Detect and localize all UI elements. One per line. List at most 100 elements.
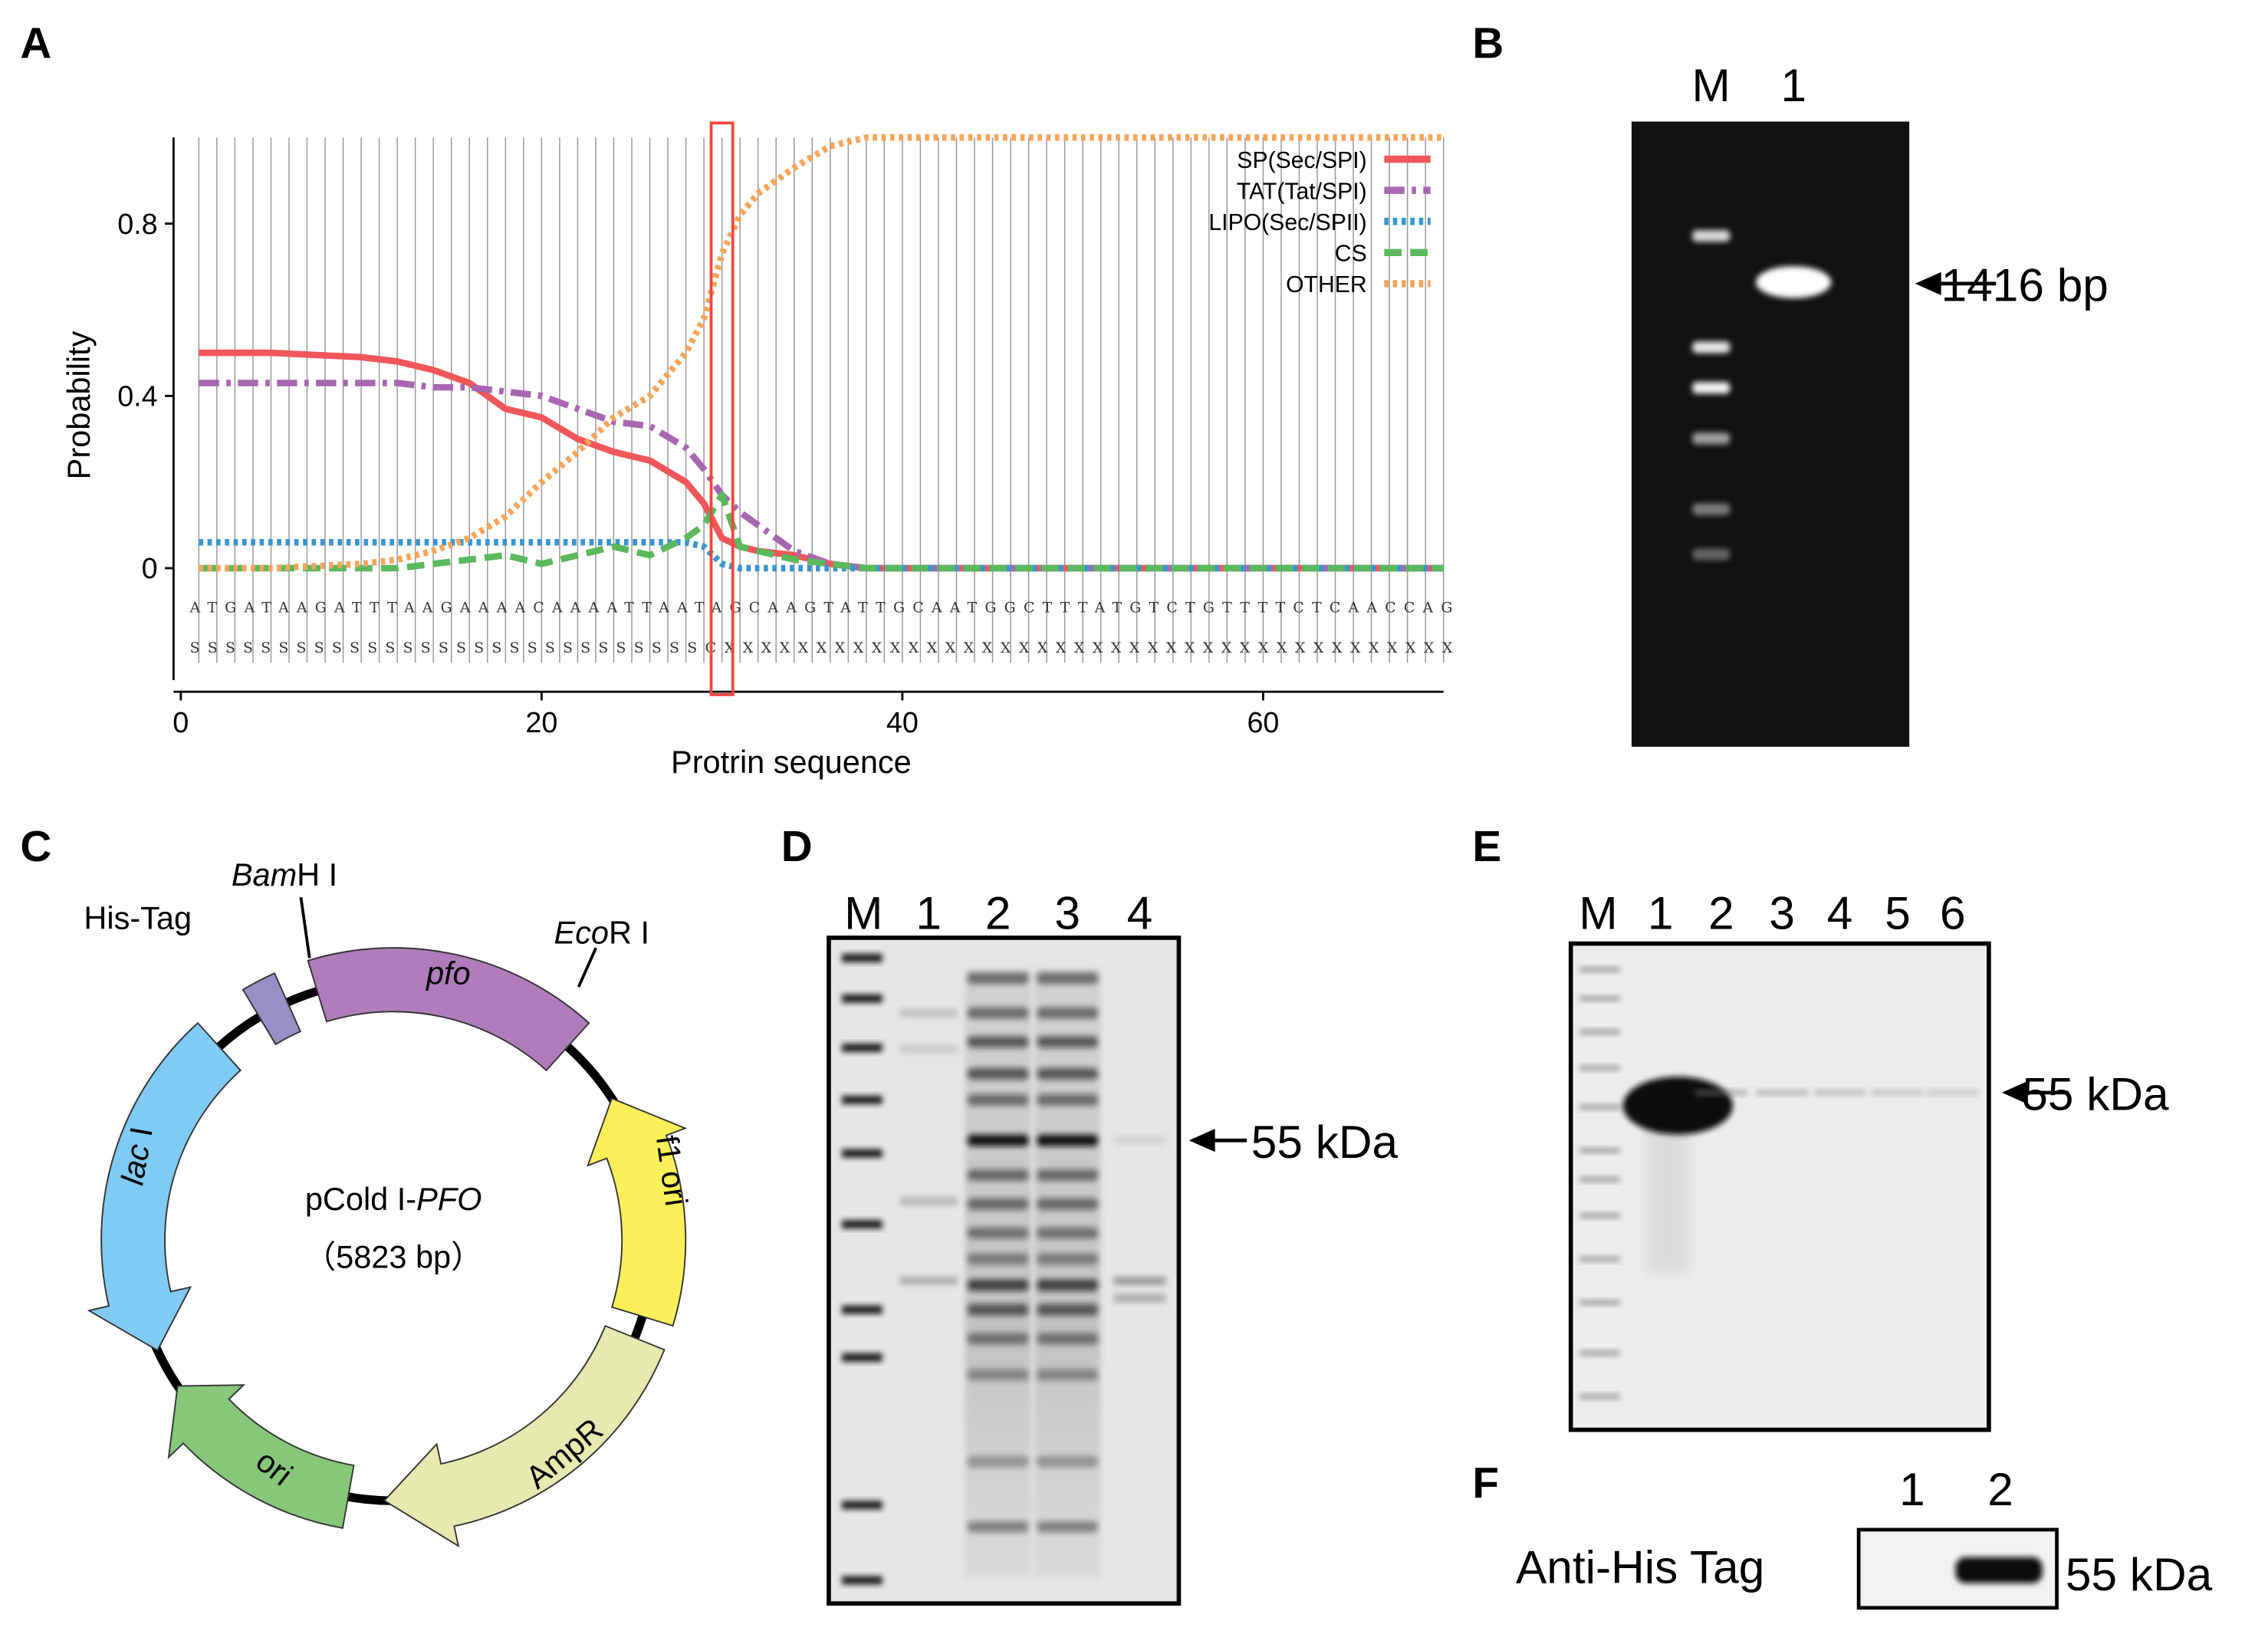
y-tick-label: 0.4: [117, 380, 157, 413]
band: [1579, 995, 1620, 1002]
sequence: ATGATAAGATTTAAGAAAACAAAATTAATAGCAAGTATTG…: [189, 599, 1453, 616]
y-axis-label: Probability: [61, 330, 97, 479]
site-line: [577, 947, 597, 988]
band: [1037, 1279, 1098, 1291]
smear: [965, 969, 1032, 1578]
band: [968, 1227, 1029, 1239]
band: [1037, 1093, 1098, 1106]
panel-a: A Protrin sequence Probability 0 0.4 0.8 0 2…: [20, 18, 1453, 779]
band: [1694, 1090, 1747, 1096]
size-annotation: 55 kDa: [1251, 1116, 1399, 1168]
plasmid-feature: [167, 1384, 355, 1529]
legend-label: LIPO(Sec/SPII): [1208, 210, 1366, 235]
band: [1579, 1299, 1620, 1306]
smear: [1034, 969, 1101, 1578]
highlight-box: [709, 121, 735, 696]
band: [968, 1007, 1029, 1019]
band: [1622, 1077, 1734, 1135]
band: [841, 1095, 883, 1105]
x-tick-label: 60: [1247, 706, 1279, 738]
lane-label: 1: [1648, 887, 1674, 939]
band: [968, 1169, 1029, 1182]
band: [1813, 1090, 1866, 1096]
legend-label: OTHER: [1286, 272, 1367, 298]
band: [841, 994, 883, 1003]
size-annotation: 55 kDa: [2066, 1548, 2213, 1600]
lane-label: 3: [1769, 887, 1795, 939]
band: [841, 1305, 883, 1314]
band: [1579, 1350, 1620, 1356]
band: [968, 1521, 1029, 1533]
band: [1872, 1090, 1925, 1096]
lane-label: 1: [1899, 1463, 1925, 1515]
band: [968, 1253, 1029, 1265]
band: [968, 1134, 1029, 1146]
band: [968, 1369, 1029, 1381]
plasmid-feature: [307, 947, 590, 1072]
band: [1579, 1212, 1620, 1219]
band: [1113, 1294, 1166, 1303]
plasmid-feature: [242, 972, 302, 1046]
plasmid-feature: [587, 1097, 688, 1327]
band: [968, 1304, 1029, 1316]
band: [1579, 966, 1620, 973]
band: [1756, 266, 1832, 298]
band: [968, 1455, 1029, 1468]
series-line: [199, 380, 1444, 572]
plasmid-feature: [87, 1021, 242, 1352]
lane-label: 4: [1127, 887, 1153, 939]
band: [1579, 1393, 1620, 1400]
arrow-head: [1188, 1129, 1215, 1152]
band: [968, 1333, 1029, 1345]
lane-label: 6: [1940, 887, 1966, 939]
lane-label: 2: [1708, 887, 1734, 939]
band: [1037, 972, 1098, 985]
y-tick-label: 0.8: [117, 208, 157, 240]
band: [841, 1043, 883, 1053]
band: [1579, 1147, 1620, 1154]
band: [1037, 1333, 1098, 1345]
gel: [1568, 941, 1991, 1432]
lane-label: M: [1692, 59, 1731, 111]
panel-label: E: [1472, 822, 1501, 870]
band: [1037, 1169, 1098, 1182]
band: [1113, 1276, 1166, 1285]
band: [899, 1008, 958, 1018]
site-label: EcoR I: [554, 915, 650, 951]
panel-label: C: [20, 822, 51, 870]
lane-label: 2: [985, 887, 1011, 939]
legend-label: TAT(Tat/SPI): [1237, 179, 1367, 205]
x-tick-label: 0: [173, 706, 189, 738]
band: [1579, 1176, 1620, 1182]
plasmid-feature: [383, 1324, 666, 1548]
band: [1756, 1090, 1809, 1096]
band: [1037, 1134, 1098, 1146]
band: [1692, 548, 1731, 561]
band: [841, 953, 883, 963]
lane-label: 2: [1987, 1463, 2013, 1515]
band: [1113, 1136, 1166, 1145]
band: [899, 1044, 958, 1054]
band: [1579, 1065, 1620, 1071]
plasmid-size: （5823 bp）: [304, 1238, 483, 1274]
band: [899, 1276, 958, 1285]
panel-label: A: [20, 18, 51, 67]
size-annotation: 1416 bp: [1941, 259, 2109, 311]
plasmid-name: pCold I-PFO: [305, 1181, 482, 1217]
feature-label: His-Tag: [84, 900, 192, 936]
band: [1692, 382, 1731, 394]
band: [1037, 1369, 1098, 1381]
band: [1692, 230, 1731, 242]
band: [841, 1149, 883, 1158]
band: [1579, 1104, 1620, 1110]
series-line: [199, 539, 1444, 572]
arrow-head: [2001, 1080, 2028, 1105]
band: [968, 972, 1029, 985]
band: [1692, 341, 1731, 353]
lane-label: 5: [1885, 887, 1911, 939]
lane-label: 1: [1780, 59, 1806, 111]
panel-label: B: [1472, 18, 1504, 67]
band: [1037, 1455, 1098, 1468]
